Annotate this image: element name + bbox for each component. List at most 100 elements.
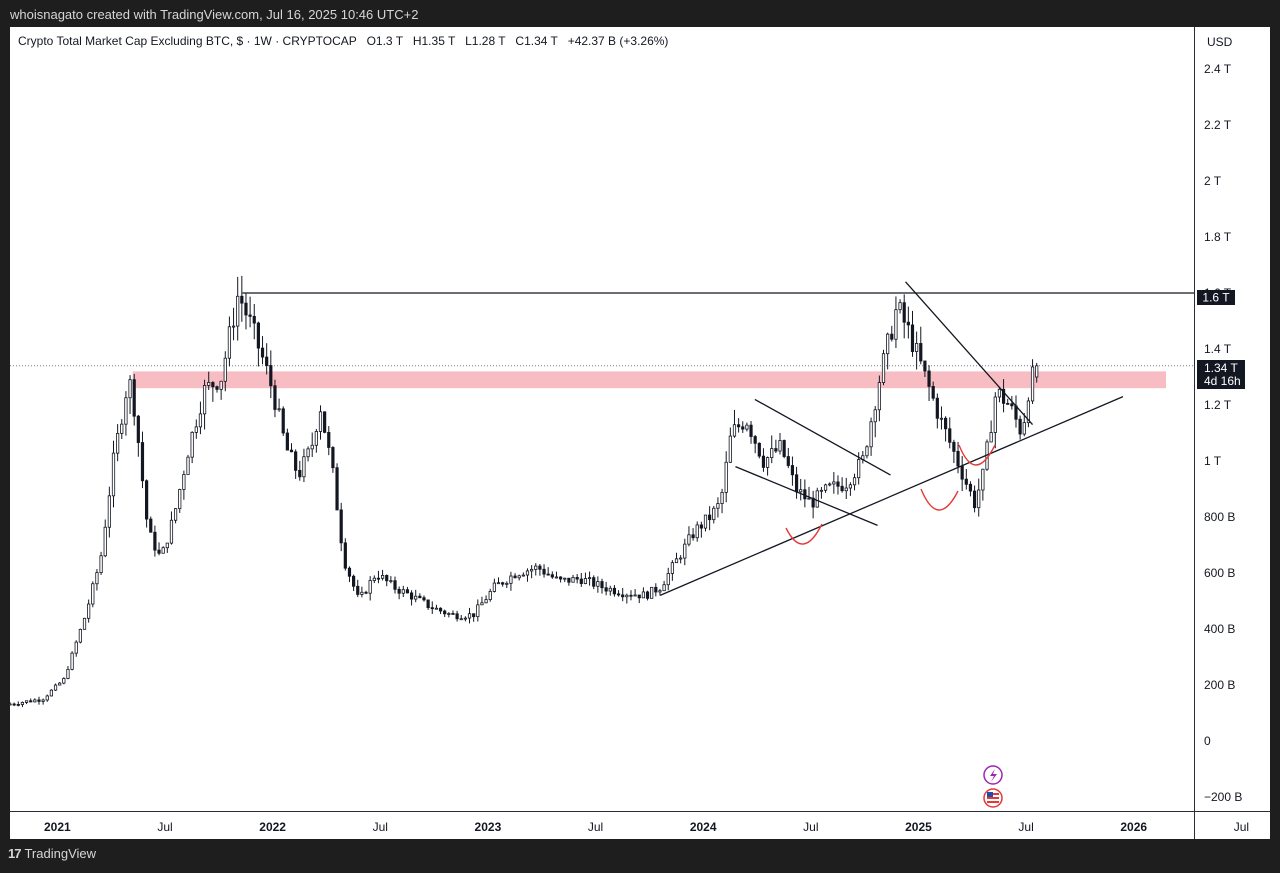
candle (339, 502, 343, 552)
candle (145, 479, 149, 528)
candle-body (136, 415, 140, 443)
candle (422, 595, 426, 602)
candle (993, 392, 997, 449)
candle (848, 482, 852, 496)
candle (157, 542, 161, 556)
candle (828, 482, 832, 487)
candle-body (679, 557, 683, 560)
candle (1030, 359, 1035, 405)
candle (91, 581, 95, 608)
candle (248, 296, 252, 328)
candle (169, 511, 174, 545)
candle-body (1018, 418, 1022, 435)
candle-body (782, 440, 786, 457)
candle-body (103, 526, 107, 557)
candle-body (774, 448, 778, 452)
candle (650, 586, 654, 599)
candle (335, 463, 339, 511)
y-tick-label: 1.4 T (1204, 342, 1232, 356)
candle-body (41, 699, 45, 702)
candle-body (608, 587, 612, 592)
candle-body (583, 578, 588, 584)
candle-body (58, 682, 62, 686)
candle (720, 488, 724, 514)
candle-body (186, 456, 190, 475)
legend-symbol[interactable]: Crypto Total Market Cap Excluding BTC, $… (18, 34, 357, 48)
candle (534, 563, 538, 576)
candle-body (749, 424, 753, 437)
candle (165, 542, 169, 553)
candle-body (107, 495, 111, 528)
lightning-icon[interactable] (983, 765, 1003, 785)
candle-body (111, 452, 116, 497)
candle (463, 616, 467, 622)
candle-body (277, 408, 281, 411)
candle (277, 398, 281, 412)
candle-body (542, 568, 546, 575)
candle (1006, 398, 1010, 405)
candle-body (695, 524, 699, 539)
channel-upper-line[interactable] (754, 398, 891, 476)
candle (509, 571, 513, 591)
candle (989, 420, 993, 443)
candle-body (244, 302, 248, 316)
candle-body (869, 421, 873, 448)
candle-body (559, 576, 563, 580)
us-flag-icon[interactable] (983, 788, 1003, 808)
candle-body (153, 531, 157, 551)
candle (414, 589, 418, 603)
candle (670, 560, 674, 581)
candle (616, 590, 621, 597)
candle (182, 470, 186, 500)
candle (728, 427, 732, 463)
chart-frame[interactable]: Crypto Total Market Cap Excluding BTC, $… (10, 27, 1270, 839)
candle (567, 577, 571, 586)
candle (724, 451, 728, 503)
candle-body (459, 618, 463, 621)
candle (658, 588, 662, 596)
candle-body (794, 474, 799, 493)
candle (285, 428, 289, 451)
candle (505, 581, 509, 589)
candle (774, 439, 778, 454)
x-tick-label: Jul (588, 820, 603, 834)
candle (732, 409, 737, 438)
candle (621, 587, 625, 602)
candle-body (840, 485, 844, 492)
candle-body (16, 704, 20, 706)
channel-lower-line[interactable] (735, 465, 878, 527)
candle (380, 569, 385, 581)
candle (538, 564, 542, 576)
candle (161, 546, 165, 554)
candle-body (770, 448, 774, 458)
candle (347, 566, 352, 583)
candle-body (550, 574, 554, 578)
candle-body (443, 610, 447, 615)
candle-body (82, 617, 87, 630)
ascending-trendline[interactable] (659, 396, 1124, 596)
candle (252, 304, 256, 340)
x-tick-label: 2021 (44, 820, 71, 834)
candle-body (360, 591, 364, 595)
candle (211, 381, 215, 402)
candle (132, 373, 136, 426)
candle (459, 615, 463, 621)
candle-body (902, 302, 906, 323)
currency-label[interactable]: USD (1207, 35, 1233, 49)
last-candle (1035, 363, 1039, 383)
candle (331, 446, 335, 473)
candle (972, 485, 977, 513)
descending-trendline[interactable] (905, 281, 1034, 426)
candle-body (128, 379, 132, 399)
candle (935, 393, 939, 429)
footer-brand: TradingView (24, 846, 97, 861)
candle-body (70, 652, 74, 670)
candle-body (534, 565, 538, 570)
candle (153, 525, 157, 557)
candle (20, 701, 25, 708)
y-tick-label: 1.8 T (1204, 230, 1232, 244)
candle-body (728, 435, 732, 463)
candle (389, 576, 393, 584)
candle-body (521, 574, 525, 577)
